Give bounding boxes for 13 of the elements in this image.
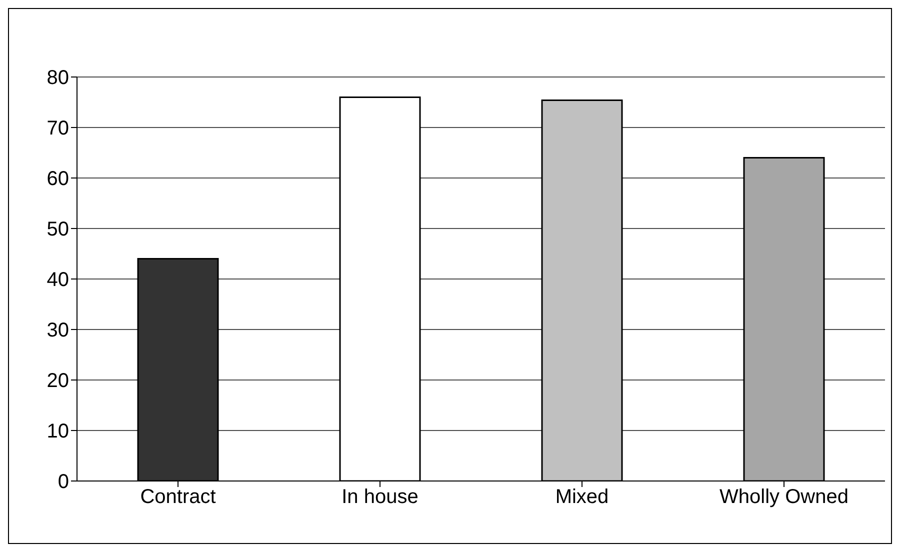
x-tick-label: Wholly Owned [720, 486, 848, 508]
y-tick-label: 40 [46, 269, 69, 292]
y-tick-label: 10 [46, 420, 69, 443]
x-tick-label: Contract [140, 486, 216, 508]
y-tick-label: 80 [46, 67, 69, 90]
x-tick-label: Mixed [555, 486, 609, 508]
y-tick-label: 0 [58, 471, 69, 494]
y-tick-label: 70 [46, 118, 69, 140]
y-tick-label: 20 [46, 370, 69, 392]
y-tick-label: 50 [46, 218, 69, 241]
x-tick-label: In house [342, 486, 418, 508]
y-tick-label: 60 [46, 168, 69, 190]
y-tick-label: 30 [46, 320, 69, 342]
